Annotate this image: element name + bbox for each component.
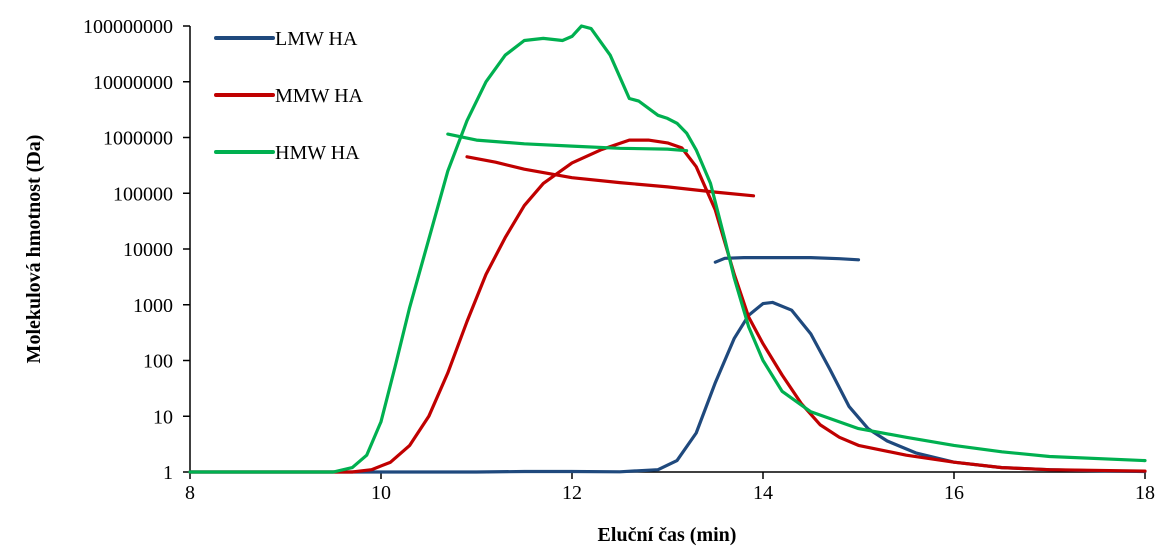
series-lmw-ha-line-1 <box>188 300 1147 474</box>
x-axis-title: Eluční čas (min) <box>598 524 737 546</box>
series-mmw-ha-line-2 <box>465 155 756 198</box>
series-lmw-ha-line-2 <box>713 256 861 264</box>
x-tick-label: 16 <box>944 482 964 504</box>
series-mmw-ha-line-1 <box>188 138 1147 474</box>
x-tick-label: 14 <box>753 482 773 504</box>
y-tick-label: 100000 <box>113 183 173 205</box>
y-tick-label: 10000000 <box>93 72 173 94</box>
legend-label-mmw-ha: MMW HA <box>275 85 364 107</box>
x-tick-label: 8 <box>185 482 195 504</box>
x-tick-label: 10 <box>371 482 391 504</box>
legend-label-hmw-ha: HMW HA <box>275 142 360 164</box>
x-tick-label: 12 <box>562 482 582 504</box>
y-tick-label: 100 <box>143 351 173 373</box>
x-axis-ticks: 8 10 12 14 16 18 <box>185 472 1155 504</box>
y-axis-title: Molekulová hmotnost (Da) <box>23 135 45 364</box>
y-axis-ticks: 1 10 100 1000 10000 100000 1000000 10000000 1000… <box>83 16 190 484</box>
series-group <box>188 24 1147 474</box>
plot-area: 8 10 12 14 16 18 1 10 100 1000 10000 100000 1000000… <box>83 16 1155 504</box>
y-tick-label: 1 <box>163 462 173 484</box>
y-tick-label: 1000 <box>133 295 173 317</box>
series-hmw-ha-line-2 <box>446 132 689 153</box>
legend: LMW HA MMW HA HMW HA <box>214 28 364 164</box>
y-tick-label: 10000 <box>123 239 173 261</box>
y-tick-label: 1000000 <box>103 128 173 150</box>
x-tick-label: 18 <box>1135 482 1155 504</box>
y-tick-label: 10 <box>153 406 173 428</box>
series-hmw-ha-line-1 <box>188 24 1147 474</box>
y-tick-label: 100000000 <box>83 16 173 38</box>
legend-label-lmw-ha: LMW HA <box>275 28 358 50</box>
